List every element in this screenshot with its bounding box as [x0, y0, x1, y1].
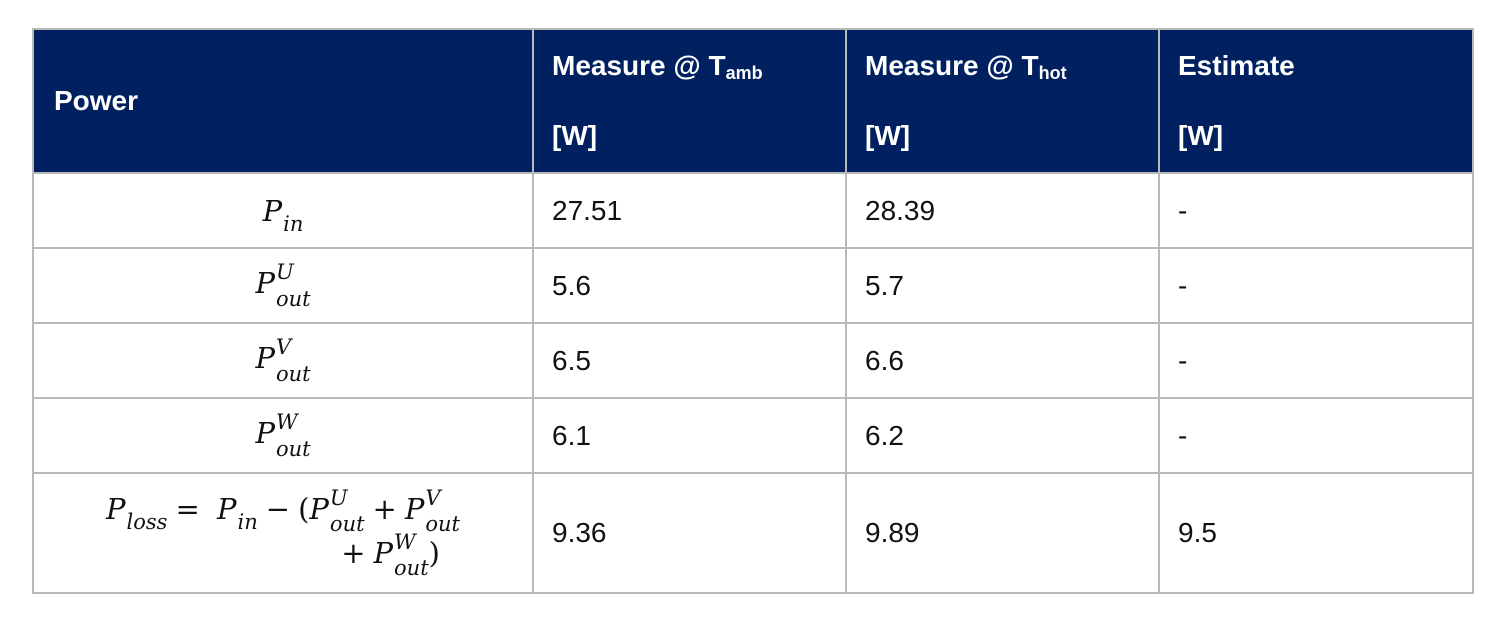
- value-amb: 27.51: [532, 172, 847, 249]
- header-power-label: Power: [54, 85, 139, 116]
- value-hot: 28.39: [845, 172, 1160, 249]
- symbol-cell-p-in: Pin: [32, 172, 534, 249]
- header-amb-subscript: amb: [725, 63, 763, 83]
- header-hot-label: Measure @ T: [865, 50, 1039, 81]
- header-power: Power: [32, 28, 534, 174]
- value-hot: 5.7: [845, 247, 1160, 324]
- header-measure-amb: Measure @ Tamb [W]: [532, 28, 847, 174]
- value-hot: 9.89: [845, 472, 1160, 594]
- header-hot-unit: [W]: [865, 120, 911, 151]
- value-estimate: 9.5: [1158, 472, 1474, 594]
- header-hot-subscript: hot: [1038, 63, 1067, 83]
- header-amb-unit: [W]: [552, 120, 598, 151]
- value-hot: 6.2: [845, 397, 1160, 474]
- header-estimate-unit: [W]: [1178, 120, 1224, 151]
- table-header-row: Power Measure @ Tamb [W] Measure @ Thot …: [32, 28, 1474, 174]
- header-estimate: Estimate [W]: [1158, 28, 1474, 174]
- value-amb: 9.36: [532, 472, 847, 594]
- value-estimate: -: [1158, 247, 1474, 324]
- value-hot: 6.6: [845, 322, 1160, 399]
- value-amb: 6.1: [532, 397, 847, 474]
- power-table: Power Measure @ Tamb [W] Measure @ Thot …: [32, 28, 1474, 594]
- value-estimate: -: [1158, 397, 1474, 474]
- value-amb: 5.6: [532, 247, 847, 324]
- power-table-container: Power Measure @ Tamb [W] Measure @ Thot …: [32, 28, 1474, 594]
- table-row: Pin 27.51 28.39 -: [32, 172, 1474, 249]
- header-estimate-label: Estimate: [1178, 50, 1295, 81]
- header-amb-label: Measure @ T: [552, 50, 726, 81]
- value-estimate: -: [1158, 172, 1474, 249]
- header-measure-hot: Measure @ Thot [W]: [845, 28, 1160, 174]
- value-amb: 6.5: [532, 322, 847, 399]
- math-p-in: Pin: [262, 193, 304, 236]
- value-estimate: -: [1158, 322, 1474, 399]
